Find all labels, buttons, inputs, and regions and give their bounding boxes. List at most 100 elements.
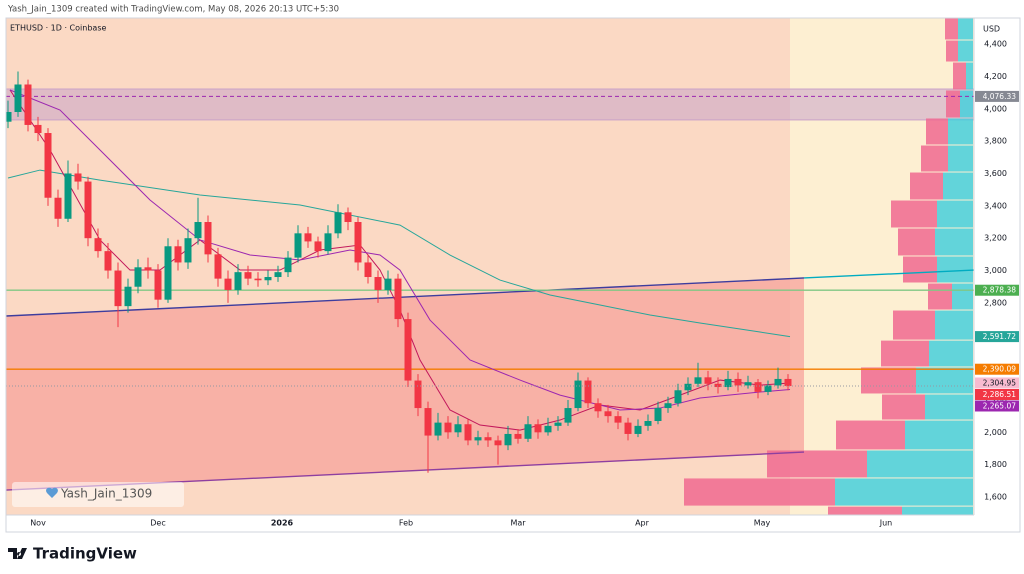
trend-line (803, 269, 974, 279)
candle-body (324, 233, 332, 252)
y-tick-label: 1,800 (984, 460, 1007, 469)
y-tick-label: 4,000 (984, 104, 1007, 113)
candle-body (444, 422, 452, 433)
x-tick-label: Jun (879, 519, 893, 528)
volume-down (893, 310, 935, 340)
volume-up (867, 450, 973, 478)
price-label-bg (975, 284, 1019, 296)
candle-body (234, 272, 242, 290)
heart-icon (46, 487, 58, 498)
candle-body (334, 212, 342, 234)
resistance-zone (6, 88, 974, 121)
frame (5, 17, 1021, 533)
y-tick-label: 3,200 (984, 234, 1007, 243)
currency: USD (983, 25, 1000, 34)
candle-body (134, 267, 142, 287)
candle-body (714, 383, 722, 388)
candle-body (214, 254, 222, 279)
candle-body (54, 197, 62, 219)
volume-up (935, 310, 973, 340)
candle-body (94, 238, 102, 252)
volume-up (902, 506, 973, 515)
y-tick-label: 2,800 (984, 298, 1007, 307)
candle-body (124, 286, 132, 307)
candle-body (364, 262, 372, 278)
y-tick-label: 3,400 (984, 201, 1007, 210)
candle-body (574, 380, 582, 409)
volume-down (946, 90, 960, 118)
candle-body (204, 222, 212, 255)
volume-down (882, 394, 925, 420)
candle-body (194, 222, 202, 239)
candle-body (414, 380, 422, 409)
volume-up (958, 40, 973, 62)
candle-body (304, 233, 312, 242)
price-label-bg (975, 377, 1019, 389)
candle-body (584, 380, 592, 404)
y-tick-label: 3,000 (984, 266, 1007, 275)
volume-up (948, 118, 973, 145)
volume-down (921, 145, 948, 172)
candle-body (64, 173, 72, 219)
volume-down (767, 450, 867, 478)
footer-logo: TradingView (8, 545, 137, 563)
candle-body (504, 433, 512, 446)
candle-body (754, 382, 762, 392)
candle-body (174, 246, 182, 263)
candle-body (184, 238, 192, 263)
candle-body (244, 272, 252, 279)
candle-body (154, 270, 162, 300)
volume-up (952, 283, 973, 310)
x-tick-label: Apr (635, 519, 650, 528)
volume-up (925, 394, 973, 420)
candle-body (764, 385, 772, 392)
watermark: Yash_Jain_1309 (12, 482, 184, 507)
candle-body (254, 278, 262, 281)
candle-body (734, 378, 742, 386)
candle-body (164, 246, 172, 300)
price-label-bg (975, 331, 1019, 343)
candle-body (464, 424, 472, 441)
candle-body (224, 278, 232, 290)
candle-body (484, 437, 492, 441)
x-tick-label: Nov (30, 519, 46, 528)
y-tick-label: 4,200 (984, 72, 1007, 81)
candle-body (14, 84, 22, 112)
candle-body (694, 377, 702, 384)
volume-down (946, 40, 958, 62)
candle-body (24, 84, 32, 125)
price-label: 2,304.95 (983, 378, 1017, 387)
logo-text: TradingView (33, 545, 137, 563)
price-label: 2,591.72 (983, 332, 1017, 341)
volume-down (861, 367, 916, 394)
volume-down (945, 18, 958, 40)
y-tick-label: 3,600 (984, 169, 1007, 178)
volume-up (935, 228, 973, 256)
candle-body (554, 422, 562, 426)
volume-down (684, 478, 835, 506)
volume-down (891, 200, 937, 228)
y-tick-label: 3,800 (984, 137, 1007, 146)
price-label: 2,265.07 (983, 401, 1017, 410)
volume-down (828, 506, 902, 515)
volume-down (928, 283, 952, 310)
price-label-bg (975, 400, 1019, 412)
y-tick-label: 2,000 (984, 428, 1007, 437)
candle-body (384, 278, 392, 290)
candle-body (744, 382, 752, 386)
candle-body (674, 390, 682, 404)
candle-body (494, 440, 502, 446)
candle-body (394, 278, 402, 320)
candle-body (274, 272, 282, 278)
x-tick-label: Dec (150, 519, 165, 528)
volume-up (943, 172, 973, 200)
candle-body (784, 378, 792, 386)
volume-up (835, 478, 973, 506)
candle-body (84, 181, 92, 239)
price-label: 2,878.38 (983, 286, 1017, 295)
logo-icon (8, 548, 27, 559)
candle-body (114, 270, 122, 307)
volume-down (926, 118, 948, 145)
candle-body (314, 241, 322, 252)
